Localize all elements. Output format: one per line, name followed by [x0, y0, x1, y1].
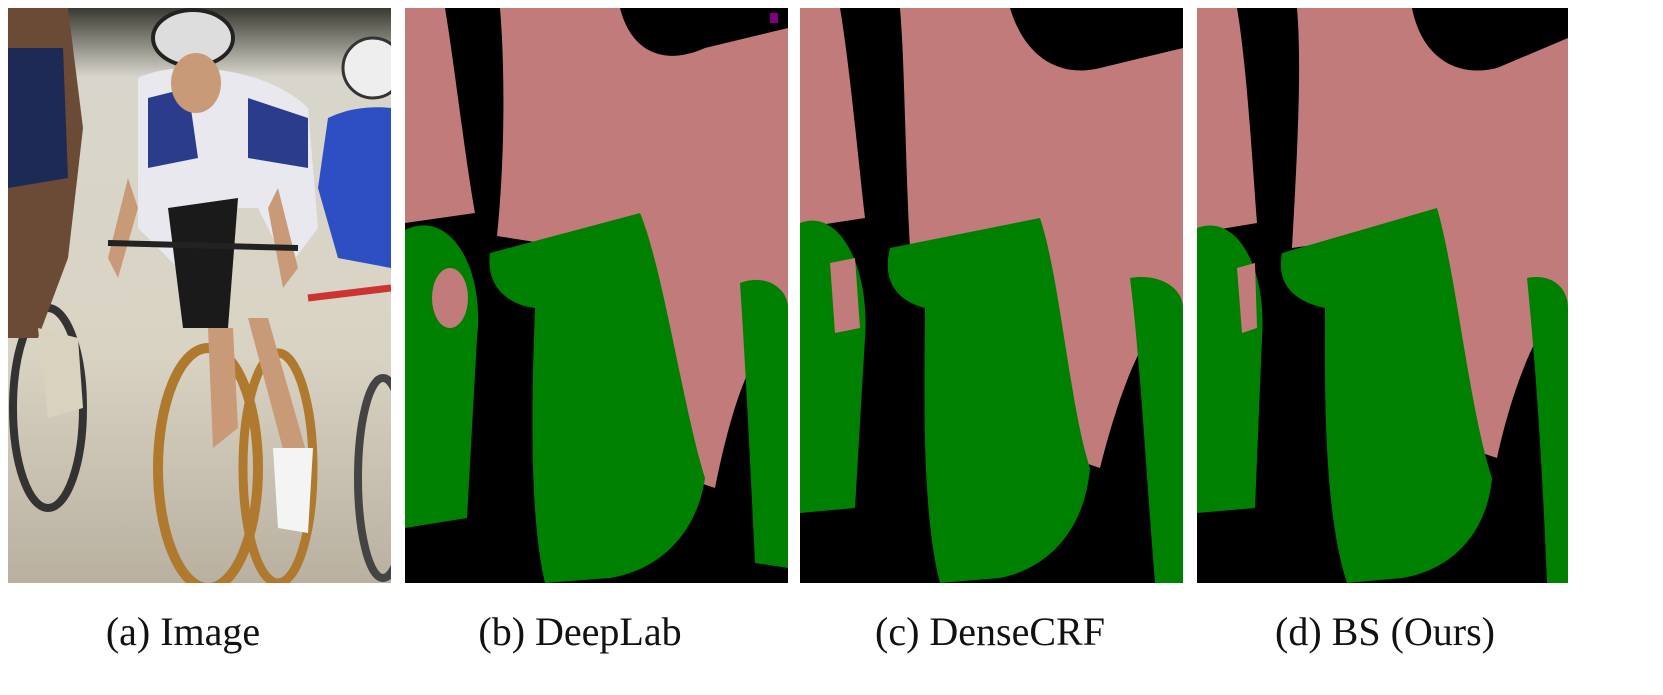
segmentation-panel	[405, 8, 788, 583]
photo-panel	[8, 8, 408, 588]
panel-caption: (c) DenseCRF	[875, 609, 1105, 654]
segmentation-panel	[1197, 8, 1568, 583]
page: (a) Image (b) DeepLab (c) DenseCRF (d) B…	[0, 0, 1663, 695]
panel-caption: (a) Image	[106, 609, 260, 654]
panel-caption: (d) BS (Ours)	[1275, 609, 1495, 654]
segmentation-panel	[800, 8, 1183, 583]
figure: (a) Image (b) DeepLab (c) DenseCRF (d) B…	[0, 0, 1663, 695]
panel-caption: (b) DeepLab	[478, 609, 681, 654]
